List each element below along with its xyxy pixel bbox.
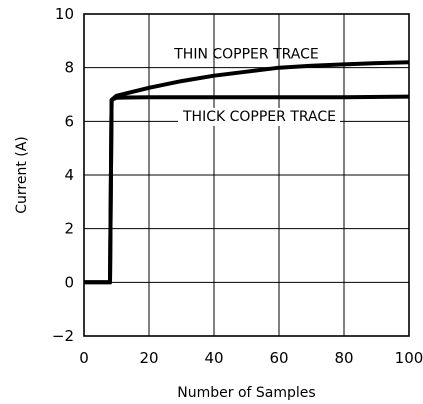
x-tick-label: 60 — [269, 349, 288, 367]
x-tick-label: 40 — [204, 349, 223, 367]
tick-labels: 0 20 40 60 80 100 −2 0 2 4 6 8 10 — [52, 5, 423, 367]
plot-frame — [83, 13, 410, 337]
series-lines — [84, 60, 410, 285]
thick-copper-trace-line — [84, 94, 410, 285]
y-tick-label: 2 — [64, 220, 74, 238]
y-axis-title: Current (A) — [14, 136, 30, 214]
y-tick-label: 10 — [55, 5, 74, 23]
series-label-thin-copper-trace: THIN COPPER TRACE — [173, 46, 319, 62]
x-tick-label: 0 — [79, 349, 89, 367]
x-tick-label: 20 — [139, 349, 158, 367]
x-tick-label: 100 — [395, 349, 423, 367]
y-tick-label: 6 — [64, 112, 74, 130]
series-label-background — [178, 107, 340, 126]
y-tick-label: 0 — [64, 273, 74, 291]
y-tick-label: 8 — [64, 59, 74, 77]
x-tick-label: 80 — [334, 349, 353, 367]
x-axis-title: Number of Samples — [177, 385, 315, 401]
series-labels: THIN COPPER TRACE THICK COPPER TRACE — [173, 46, 340, 126]
y-tick-label: 4 — [64, 166, 74, 184]
y-tick-label: −2 — [52, 327, 74, 345]
series-label-thick-copper-trace: THICK COPPER TRACE — [182, 109, 336, 125]
